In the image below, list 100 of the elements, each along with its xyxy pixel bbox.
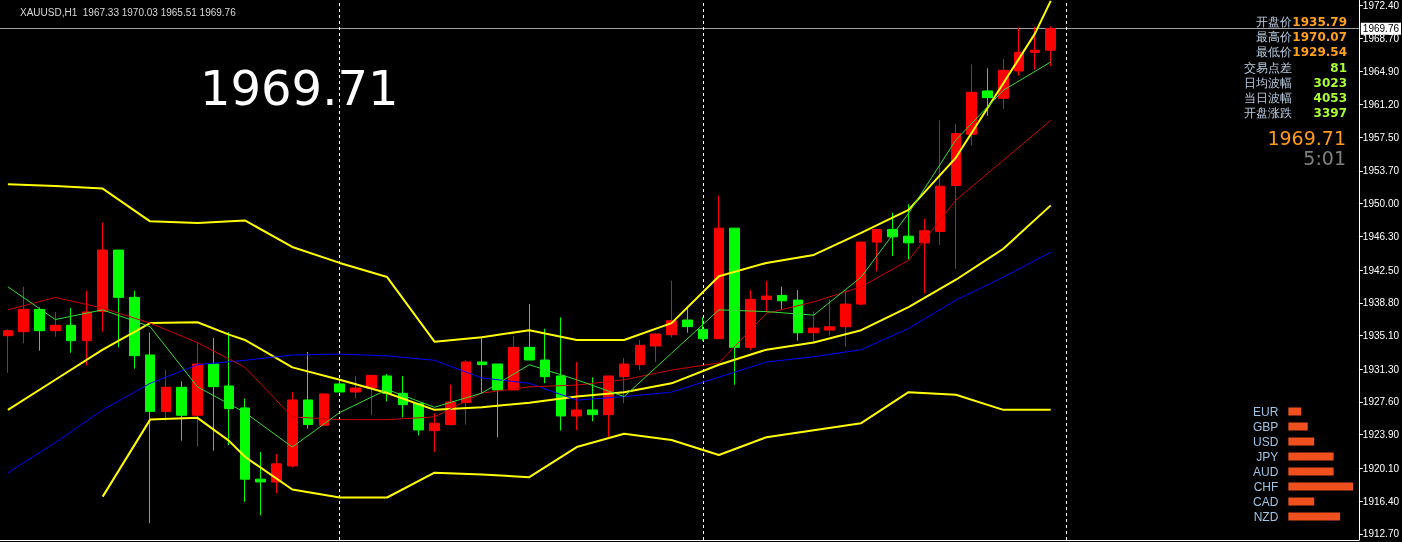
- candlestick: [477, 335, 487, 394]
- y-tick-label: 1961.20: [1362, 98, 1400, 110]
- candlestick: [808, 310, 819, 344]
- candlestick: [714, 195, 724, 340]
- annotation: 3397: [1313, 106, 1347, 121]
- annotation: 最高价: [1256, 30, 1292, 45]
- bar: [1288, 422, 1308, 431]
- line-series: [7, 251, 1052, 474]
- candlestick: [556, 316, 566, 432]
- bar: [1288, 407, 1302, 416]
- candlestick: [856, 241, 866, 306]
- candlestick: [777, 286, 787, 310]
- y-tick-label: 1916.40: [1362, 495, 1400, 507]
- annotation: 81: [1330, 60, 1347, 75]
- annotation: 最低价: [1256, 45, 1292, 60]
- candlestick: [145, 332, 155, 524]
- candlestick: [66, 307, 76, 354]
- candlestick: [82, 290, 92, 366]
- candlestick: [208, 337, 219, 452]
- candlestick: [793, 289, 803, 342]
- candlestick: [50, 311, 61, 338]
- candlestick: [492, 363, 503, 438]
- candlestick: [524, 303, 535, 361]
- annotation: 1935.79: [1292, 15, 1347, 29]
- y-tick-label: 1957.50: [1362, 131, 1400, 143]
- y-tick-label: 1927.60: [1362, 396, 1400, 408]
- ref-line-label: 1969.76: [1362, 23, 1400, 35]
- candlestick: [113, 249, 124, 348]
- y-tick-label: GBP: [1253, 419, 1279, 434]
- candlestick: [872, 228, 882, 272]
- y-tick-label: 1968.70: [1362, 32, 1400, 44]
- annotation: 1969.71: [1267, 127, 1346, 149]
- y-tick-label: 1946.30: [1362, 230, 1400, 242]
- bar: [1288, 467, 1334, 476]
- annotation: 3023: [1313, 75, 1347, 90]
- annotation: 1970.07: [1292, 30, 1347, 45]
- candlestick: [366, 374, 377, 416]
- y-tick-label: 1972.40: [1362, 0, 1400, 11]
- bar: [1288, 512, 1341, 521]
- candlestick: [666, 280, 677, 338]
- annotation: 开盘涨跌: [1244, 106, 1292, 121]
- candlestick: [350, 375, 361, 400]
- candlestick: [255, 451, 266, 516]
- annotation: 1969.71: [200, 60, 399, 116]
- candlestick: [224, 331, 234, 446]
- y-tick-label: 1912.70: [1362, 528, 1400, 540]
- candlestick: [619, 357, 629, 404]
- y-tick-label: CAD: [1253, 494, 1279, 509]
- candlestick: [698, 316, 708, 342]
- candlestick: [34, 306, 45, 352]
- y-tick-label: 1938.80: [1362, 297, 1400, 309]
- candlestick: [966, 63, 977, 147]
- candlestick: [729, 227, 740, 386]
- bar: [1288, 482, 1353, 491]
- candlestick: [303, 351, 313, 430]
- y-tick-label: 1950.00: [1362, 198, 1400, 210]
- candlestick: [461, 359, 471, 426]
- candlestick: [761, 280, 772, 313]
- candlestick: [192, 342, 203, 448]
- annotation: 5:01: [1303, 147, 1346, 169]
- y-tick-label: CHF: [1253, 479, 1279, 494]
- candlestick: [334, 379, 345, 393]
- candlestick: [97, 222, 108, 333]
- line-series: [6, 0, 1052, 343]
- y-tick-label: 1953.70: [1362, 165, 1400, 177]
- annotation: 日均波幅: [1244, 75, 1292, 90]
- y-tick-label: 1931.30: [1362, 363, 1400, 375]
- candlestick: [650, 333, 661, 363]
- candlestick: [18, 286, 29, 344]
- candlestick: [571, 361, 582, 431]
- candlestick: [161, 369, 171, 422]
- y-tick-label: 1923.90: [1362, 429, 1400, 441]
- y-tick-label: 1964.90: [1362, 66, 1400, 78]
- candlestick: [745, 289, 756, 351]
- annotation: 交易点差: [1244, 60, 1292, 75]
- y-tick-label: 1920.10: [1362, 462, 1400, 474]
- candlestick: [129, 290, 140, 370]
- candlestick: [3, 328, 13, 374]
- candlestick: [240, 398, 250, 503]
- y-tick-label: AUD: [1253, 464, 1279, 479]
- candlestick: [429, 412, 440, 453]
- bar: [1288, 437, 1315, 446]
- candlestick: [903, 203, 914, 260]
- candlestick: [840, 289, 851, 348]
- y-tick-label: EUR: [1253, 404, 1279, 419]
- candlestick: [682, 306, 693, 334]
- candlestick: [919, 218, 930, 294]
- text: XAUUSD,H1 1967.33 1970.03 1965.51 1969.76: [20, 6, 237, 18]
- line-series: [101, 391, 1052, 499]
- bar: [1288, 452, 1334, 461]
- candlestick: [1045, 25, 1056, 67]
- candlestick: [951, 123, 961, 270]
- y-tick-label: 1935.10: [1362, 330, 1400, 342]
- annotation: 1929.54: [1292, 45, 1347, 60]
- candlestick: [1030, 26, 1040, 71]
- candlestick: [508, 335, 519, 391]
- candlestick: [935, 119, 945, 246]
- annotation: 4053: [1313, 91, 1347, 105]
- y-tick-label: NZD: [1253, 509, 1279, 524]
- y-tick-label: 1942.50: [1362, 264, 1400, 276]
